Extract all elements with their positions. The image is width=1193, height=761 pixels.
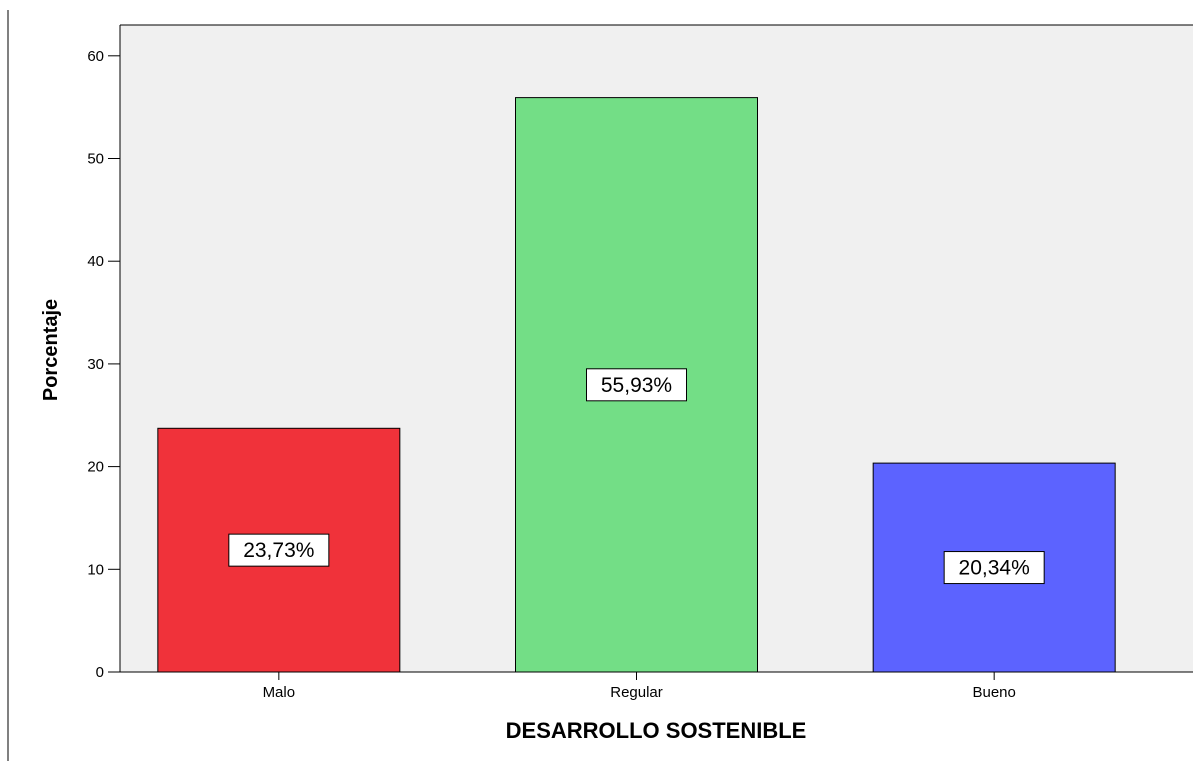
y-tick-label: 50 [87,151,104,168]
data-label-box [586,368,687,402]
data-label: 23,73% [243,539,314,562]
y-tick-label: 20 [87,459,104,476]
data-labels: 23,73% 55,93% 20,34% [228,368,1045,585]
y-tick-label: 0 [96,664,104,681]
x-tick-label: Bueno [972,684,1015,701]
data-label: 55,93% [601,374,672,397]
data-label-box [943,551,1045,585]
y-tick-label: 60 [87,48,104,65]
x-tick-label: Regular [610,684,663,701]
y-axis: 0 10 20 30 40 50 60 [87,25,121,681]
y-tick-label: 10 [87,561,104,578]
y-axis-title: Porcentaje [40,299,62,401]
y-tick-label: 30 [87,356,104,373]
y-tick-label: 40 [87,253,104,270]
data-label: 20,34% [959,557,1030,580]
data-label-box [228,533,330,567]
bars-group [157,97,1116,673]
x-tick-label: Malo [263,684,296,701]
x-axis: Malo Regular Bueno [120,671,1193,701]
x-axis-title: DESARROLLO SOSTENIBLE [506,718,807,743]
